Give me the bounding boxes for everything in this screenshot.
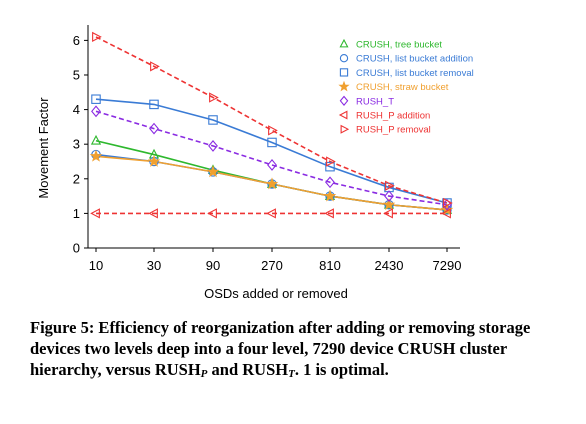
chart-axes: 0 1 2 3 4 5 6 10 30 90 270 810 2430 7290: [73, 25, 462, 273]
data-point-4-2: [208, 140, 218, 152]
series-line-4: [95, 110, 448, 206]
data-point-2-0: [91, 94, 101, 104]
x-tick-label: 7290: [433, 258, 462, 273]
y-tick-label: 0: [73, 241, 80, 256]
caption-text-3: . 1 is optimal.: [294, 360, 389, 379]
legend-label-4: RUSH_T: [356, 96, 394, 107]
caption-text-2: and RUSH: [207, 360, 289, 379]
data-point-3-5: [382, 198, 396, 211]
series-line-0: [95, 139, 448, 211]
data-point-2-4: [325, 161, 335, 172]
x-tick-label: 30: [147, 258, 161, 273]
legend-marker-0: [339, 38, 349, 48]
legend-label-5: RUSH_P addition: [356, 111, 430, 122]
caption-text: Figure 5: Efficiency of reorganization a…: [30, 318, 531, 379]
data-point-5-1: [148, 208, 158, 219]
data-point-4-1: [149, 122, 159, 135]
data-point-5-6: [441, 208, 451, 219]
y-tick-label: 6: [73, 33, 80, 48]
data-point-6-4: [326, 156, 336, 167]
data-point-6-0: [92, 31, 102, 43]
legend-marker-2: [339, 68, 349, 77]
x-tick-label: 90: [206, 258, 220, 273]
legend-label-2: CRUSH, list bucket removal: [356, 68, 474, 79]
data-point-5-5: [383, 208, 393, 219]
y-tick-label: 4: [73, 102, 80, 117]
data-point-5-4: [324, 208, 334, 219]
data-point-4-0: [91, 105, 101, 118]
data-point-2-2: [208, 115, 218, 125]
legend-marker-6: [340, 124, 350, 134]
caption-subscript-p: P: [200, 368, 208, 380]
legend-label-0: CRUSH, tree bucket: [356, 40, 442, 51]
legend: CRUSH, tree bucket CRUSH, list bucket add…: [338, 38, 474, 136]
x-axis-title: OSDs added or removed: [204, 286, 348, 301]
legend-label-1: CRUSH, list bucket addition: [356, 54, 473, 65]
y-axis-title: Movement Factor: [36, 97, 51, 199]
data-point-4-4: [325, 176, 335, 189]
data-point-5-2: [207, 208, 217, 219]
y-tick-label: 3: [73, 137, 80, 152]
data-point-6-6: [443, 197, 453, 209]
data-point-5-0: [90, 208, 100, 219]
data-point-4-6: [442, 198, 452, 211]
series-line-6: [95, 36, 448, 204]
data-point-3-3: [265, 177, 279, 190]
data-point-4-5: [384, 190, 394, 202]
data-point-6-1: [150, 61, 160, 72]
legend-marker-4: [339, 95, 349, 106]
legend-marker-5: [338, 110, 348, 120]
x-tick-label: 810: [319, 258, 341, 273]
y-tick-label: 1: [73, 206, 80, 221]
x-tick-label: 270: [261, 258, 283, 273]
figure-caption: Figure 5: Efficiency of reorganization a…: [30, 317, 560, 385]
data-point-3-0: [89, 149, 103, 162]
data-point-2-1: [149, 99, 159, 110]
legend-marker-1: [339, 54, 349, 63]
x-tick-label: 10: [89, 258, 103, 273]
data-point-0-0: [90, 134, 102, 145]
data-point-3-1: [147, 154, 161, 167]
legend-label-6: RUSH_P removal: [356, 125, 431, 136]
data-point-3-2: [206, 165, 220, 178]
data-point-6-2: [209, 92, 219, 103]
legend-label-3: CRUSH, straw bucket: [356, 82, 449, 93]
y-tick-label: 5: [73, 67, 80, 82]
data-point-6-5: [385, 180, 395, 191]
data-point-6-3: [268, 125, 278, 136]
caption-subscript-t: T: [288, 368, 295, 380]
data-point-4-3: [267, 159, 277, 171]
series-line-2: [95, 98, 448, 204]
data-point-5-3: [266, 208, 276, 219]
legend-marker-3: [338, 80, 350, 92]
series-markers: [89, 31, 454, 219]
movement-factor-chart: 0 1 2 3 4 5 6 10 30 90 270 810 2430 7290 CRUSH, tree …: [36, 25, 474, 301]
x-tick-label: 2430: [375, 258, 404, 273]
data-point-2-3: [267, 137, 277, 148]
y-tick-label: 2: [73, 171, 80, 186]
data-point-3-4: [323, 189, 337, 202]
